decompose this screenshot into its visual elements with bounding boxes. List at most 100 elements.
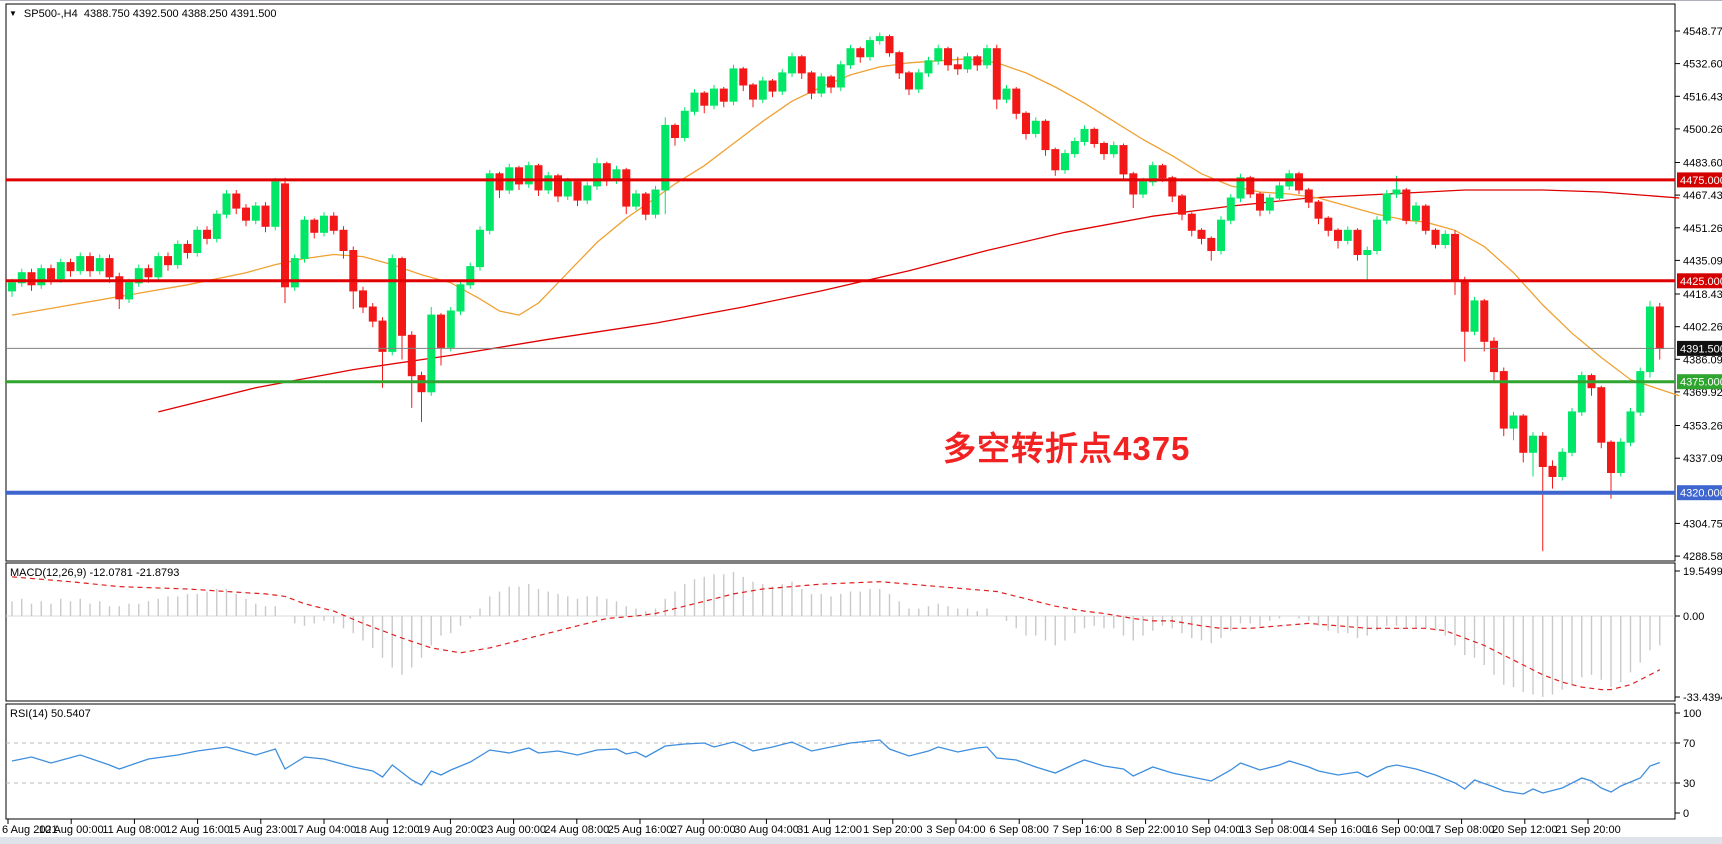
bullish-candle-body <box>1441 233 1450 245</box>
bullish-candle-body <box>1148 165 1157 183</box>
bullish-candle-body <box>1236 177 1245 199</box>
horizontal-scrollbar[interactable] <box>0 837 1722 844</box>
price-axis-label: 4483.600 <box>1683 158 1722 170</box>
bearish-candle-body <box>115 276 124 300</box>
bearish-candle-body <box>203 229 211 239</box>
bearish-candle-body <box>622 169 631 207</box>
price-tag <box>1677 340 1722 356</box>
macd-signal-line <box>11 576 1661 691</box>
macd-indicator-label: MACD(12,26,9) -12.0781 -21.8793 <box>10 567 180 579</box>
symbol-dropdown-icon[interactable]: ▼ <box>9 9 17 18</box>
price-axis-label: 4532.600 <box>1683 59 1722 71</box>
price-axis-label: 4500.260 <box>1683 124 1722 136</box>
bullish-candle-body <box>173 243 182 266</box>
bearish-candle-body <box>1324 217 1333 231</box>
bullish-candle-body <box>1382 193 1391 221</box>
bearish-candle-body <box>1655 306 1664 349</box>
bullish-candle-body <box>1265 197 1274 211</box>
bearish-candle-body <box>27 272 36 286</box>
bearish-candle-body <box>905 72 913 90</box>
bearish-candle-body <box>749 84 757 100</box>
bullish-candle-body <box>320 215 328 233</box>
bearish-candle-body <box>1431 229 1440 245</box>
time-axis-label: 15 Aug 23:00 <box>228 824 293 836</box>
time-axis-label: 1 Sep 20:00 <box>863 824 922 836</box>
bearish-candle-body <box>1402 189 1411 221</box>
time-axis-label: 19 Aug 20:00 <box>418 824 483 836</box>
bullish-candle-body <box>1275 185 1284 199</box>
bullish-candle-body <box>778 72 787 92</box>
bearish-candle-body <box>573 181 582 201</box>
bearish-candle-body <box>700 92 709 106</box>
bullish-candle-body <box>836 64 845 88</box>
bullish-candle-body <box>37 268 46 286</box>
bearish-candle-body <box>1499 371 1508 429</box>
bullish-candle-body <box>1412 205 1420 221</box>
bullish-candle-body <box>934 48 943 62</box>
bearish-candle-body <box>164 256 172 266</box>
price-axis-label: 4304.750 <box>1683 518 1722 530</box>
bullish-candle-body <box>271 181 280 227</box>
bearish-candle-body <box>944 48 952 66</box>
bullish-candle-body <box>661 124 670 191</box>
bullish-candle-body <box>924 60 933 74</box>
rsi-axis-label: 100 <box>1683 708 1701 720</box>
bearish-candle-body <box>719 88 728 102</box>
bullish-candle-body <box>1031 120 1040 134</box>
bearish-candle-body <box>602 163 611 181</box>
bullish-candle-body <box>446 310 455 348</box>
time-axis-label: 11 Aug 08:00 <box>102 824 166 836</box>
price-axis-label: 4451.260 <box>1683 223 1722 235</box>
bearish-candle-body <box>885 36 894 54</box>
bullish-candle-body <box>1373 219 1381 251</box>
bearish-candle-body <box>1480 300 1489 342</box>
time-axis-label: 30 Aug 04:00 <box>734 824 799 836</box>
macd-axis-label: 0.00 <box>1683 611 1704 623</box>
rsi-axis-label: 0 <box>1683 808 1689 820</box>
rsi-axis-label: 70 <box>1683 738 1695 750</box>
price-axis-label: 4288.580 <box>1683 551 1722 563</box>
time-axis-label: 10 Aug 00:00 <box>39 824 104 836</box>
rsi-pane[interactable] <box>5 703 1676 820</box>
bullish-candle-body <box>846 48 855 66</box>
price-axis-label: 4369.920 <box>1683 387 1722 399</box>
bullish-candle-body <box>593 163 601 187</box>
time-axis-label: 6 Sep 08:00 <box>990 824 1049 836</box>
price-tag-label: 4475.000 <box>1680 175 1722 187</box>
bearish-candle-body <box>105 258 114 278</box>
bearish-candle-body <box>1197 229 1206 239</box>
bearish-candle-body <box>827 76 835 88</box>
bearish-candle-body <box>359 290 367 308</box>
bearish-candle-body <box>232 193 241 209</box>
bullish-candle-body <box>1558 451 1567 477</box>
bearish-candle-body <box>1519 415 1528 453</box>
bullish-candle-body <box>1070 141 1079 155</box>
macd-pane[interactable] <box>5 562 1676 702</box>
bullish-candle-body <box>1509 415 1518 429</box>
bullish-candle-body <box>1343 229 1352 241</box>
chart-text-annotation[interactable]: 多空转折点4375 <box>943 430 1191 467</box>
bearish-candle-body <box>1041 120 1050 151</box>
macd-axis-label: 19.5499 <box>1683 566 1722 578</box>
bearish-candle-body <box>417 375 426 393</box>
bearish-candle-body <box>1090 128 1099 144</box>
bullish-candle-body <box>1061 153 1069 171</box>
bearish-candle-body <box>1353 229 1362 256</box>
price-axis-label: 4386.090 <box>1683 354 1722 366</box>
bullish-candle-body <box>1109 145 1118 155</box>
bullish-candle-body <box>476 229 484 268</box>
time-axis-label: 31 Aug 12:00 <box>797 824 862 836</box>
price-tag <box>1677 485 1722 501</box>
time-axis-label: 25 Aug 16:00 <box>608 824 673 836</box>
bearish-candle-body <box>1168 177 1177 197</box>
price-axis-label: 4353.260 <box>1683 421 1722 433</box>
bearish-candle-body <box>1100 143 1108 155</box>
bearish-candle-body <box>1607 441 1615 474</box>
bearish-candle-body <box>1022 112 1030 135</box>
time-axis-label: 8 Sep 22:00 <box>1116 824 1175 836</box>
bearish-candle-body <box>310 219 319 233</box>
bearish-candle-body <box>261 205 270 227</box>
bearish-candle-body <box>183 243 192 253</box>
